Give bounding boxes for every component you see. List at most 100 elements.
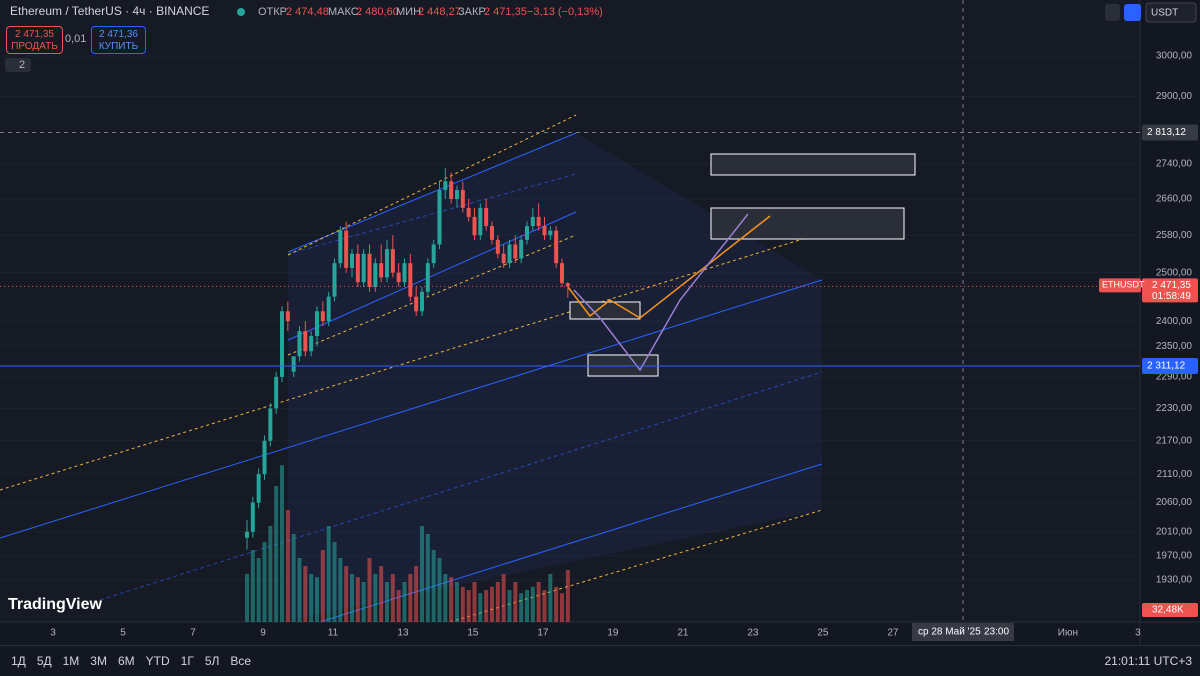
- bottom-toolbar: 1Д 5Д 1М 3М 6М YTD 1Г 5Л Все 21:01:11 UTC+3: [0, 645, 1200, 676]
- volume-bar: [291, 534, 296, 622]
- x-tick-label: 13: [397, 628, 409, 639]
- candle-body: [425, 263, 430, 292]
- channel-mid: [287, 173, 577, 255]
- indicators-toggle[interactable]: [5, 58, 31, 72]
- candle-body: [309, 336, 314, 352]
- volume-bar: [297, 558, 302, 622]
- price-tag: [1142, 124, 1198, 141]
- volume-bar: [390, 574, 395, 622]
- candle-body: [315, 311, 319, 337]
- volume-bar: [320, 550, 325, 622]
- candle-body: [344, 230, 349, 268]
- range-button[interactable]: 6М: [117, 654, 135, 668]
- range-button[interactable]: 5Д: [36, 654, 52, 668]
- y-tick-label: 2060,00: [1156, 497, 1193, 508]
- x-tick-label: 25: [817, 628, 829, 639]
- channel-edge: [287, 234, 577, 356]
- candle-body: [332, 263, 337, 297]
- candle-body: [285, 311, 290, 322]
- candle-body: [373, 263, 378, 287]
- channel-mid: [99, 371, 823, 601]
- candle-body: [408, 263, 413, 297]
- x-tick-label: 5: [120, 628, 126, 639]
- buy-price: 2 471,36: [99, 29, 138, 40]
- candle-body: [379, 263, 384, 278]
- buy-button[interactable]: 2 471,36 КУПИТЬ: [91, 26, 146, 54]
- candle-body: [326, 296, 331, 322]
- range-button[interactable]: 1Д: [11, 654, 26, 668]
- volume-bar: [373, 574, 378, 622]
- down-btn[interactable]: [1105, 4, 1120, 21]
- candle-body: [390, 249, 395, 273]
- currency-select[interactable]: [1145, 2, 1197, 23]
- candle-body: [250, 502, 255, 532]
- range-button[interactable]: 3М: [90, 654, 107, 668]
- price-tag-text: 2 311,12: [1147, 361, 1186, 372]
- countdown: 01:58:49: [1152, 291, 1191, 302]
- volume-bar: [513, 582, 518, 622]
- volume-bar: [560, 593, 564, 622]
- x-tick-label: Июн: [1058, 628, 1078, 639]
- range-button[interactable]: 5Л: [204, 654, 220, 668]
- candle-body: [396, 272, 401, 283]
- candle-body: [355, 253, 360, 283]
- symbol-tag: [1099, 278, 1141, 293]
- ohlc-label: ОТКР: [258, 6, 287, 18]
- x-tick-label: 21: [677, 628, 689, 639]
- candle-body: [490, 226, 494, 240]
- volume-bar: [367, 558, 372, 622]
- indicators-count: 2: [19, 59, 25, 71]
- candle-body: [519, 239, 524, 259]
- candle-body: [320, 311, 325, 322]
- sync-btn[interactable]: [1124, 4, 1141, 21]
- candle-body: [507, 244, 512, 264]
- volume-bar: [449, 577, 454, 622]
- sell-label: ПРОДАТЬ: [11, 41, 58, 52]
- sell-price: 2 471,35: [15, 29, 54, 40]
- candle-body: [291, 356, 296, 372]
- volume-bar: [495, 582, 500, 622]
- volume-bar: [285, 510, 290, 622]
- range-button[interactable]: Все: [230, 654, 252, 668]
- ohlc-label: МАКС: [328, 6, 359, 18]
- volume-bar: [268, 526, 273, 622]
- path-arrow: [567, 215, 771, 319]
- price-tag: [1142, 357, 1198, 374]
- candle-body: [525, 226, 529, 240]
- date-tag: [912, 623, 1014, 641]
- candle-body: [565, 283, 570, 287]
- price-tag-text: 2 471,35: [1152, 280, 1191, 291]
- candle-body: [262, 440, 267, 475]
- ohlc-value: 2 471,35: [484, 6, 527, 18]
- volume-bar: [361, 582, 366, 622]
- y-tick-label: 2290,00: [1156, 372, 1193, 383]
- candle-body: [274, 376, 279, 409]
- ohlc-value: 2 474,48: [286, 6, 329, 18]
- sell-button[interactable]: 2 471,35 ПРОДАТЬ: [6, 26, 63, 54]
- volume-bar: [379, 566, 384, 622]
- volume-tag-text: 32,48K: [1152, 605, 1184, 616]
- candle-body: [530, 216, 535, 227]
- currency: USDT: [1151, 8, 1178, 19]
- range-button[interactable]: 1Г: [180, 654, 194, 668]
- volume-bar: [472, 582, 477, 622]
- range-button[interactable]: YTD: [145, 654, 170, 668]
- symbol-tag-text: ETHUSDT: [1102, 280, 1145, 290]
- volume-bar: [548, 574, 553, 622]
- candle-body: [542, 226, 547, 236]
- y-tick-label: 1930,00: [1156, 575, 1193, 586]
- volume-bar: [542, 590, 547, 622]
- x-tick-label: 11: [328, 628, 339, 639]
- candle-body: [460, 190, 465, 208]
- volume-bar: [250, 550, 255, 622]
- y-tick-label: 1970,00: [1156, 550, 1193, 561]
- y-tick-label: 2110,00: [1157, 469, 1193, 480]
- candle-body: [466, 207, 471, 217]
- channel-edge: [287, 114, 577, 256]
- y-tick-label: 2230,00: [1156, 403, 1193, 414]
- volume-bar: [315, 577, 319, 622]
- x-tick-label: 7: [190, 628, 196, 639]
- range-button[interactable]: 1М: [62, 654, 80, 668]
- y-tick-label: 3000,00: [1156, 51, 1193, 62]
